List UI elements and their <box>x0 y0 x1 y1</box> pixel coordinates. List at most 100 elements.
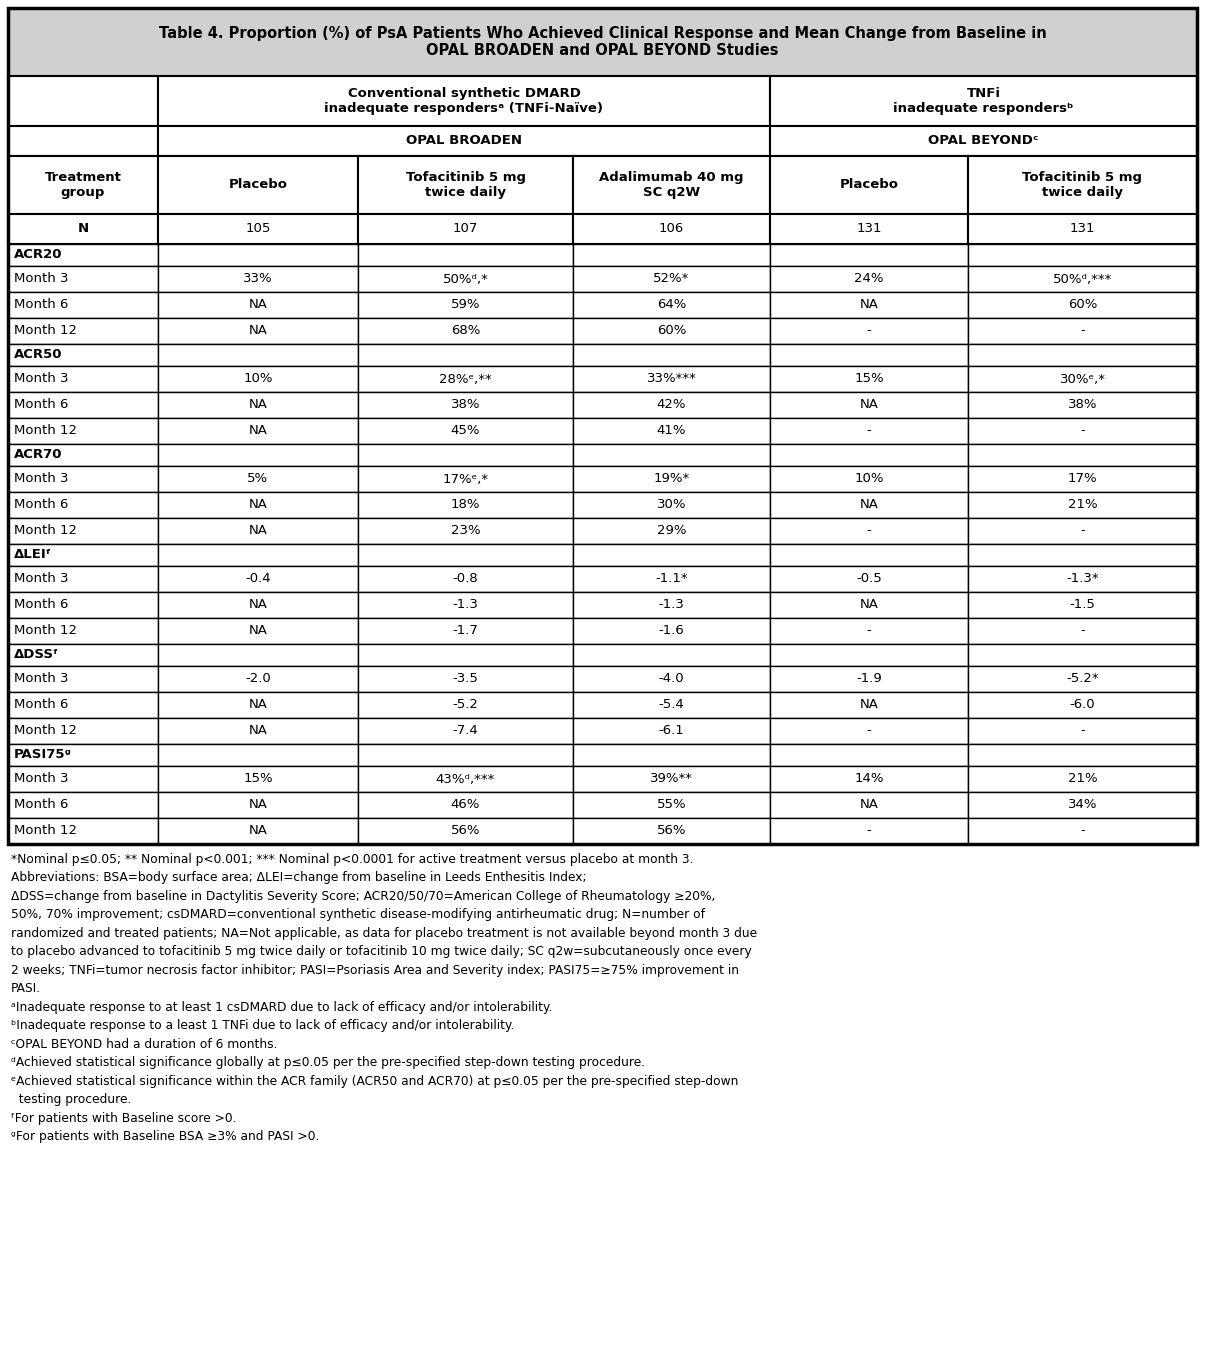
Bar <box>574 718 770 744</box>
Text: 33%***: 33%*** <box>647 373 696 385</box>
Text: -1.1*: -1.1* <box>656 572 688 586</box>
Bar <box>8 766 158 792</box>
Bar <box>158 292 358 318</box>
Bar <box>770 318 968 343</box>
Bar <box>574 392 770 418</box>
Text: NA: NA <box>248 725 268 738</box>
Bar <box>8 318 158 343</box>
Bar <box>8 466 158 492</box>
Bar <box>358 343 574 366</box>
Text: -0.8: -0.8 <box>453 572 478 586</box>
Bar <box>968 318 1197 343</box>
Text: Placebo: Placebo <box>840 179 899 191</box>
Text: 50%, 70% improvement; csDMARD=conventional synthetic disease-modifying antirheum: 50%, 70% improvement; csDMARD=convention… <box>11 908 705 921</box>
Text: Placebo: Placebo <box>229 179 288 191</box>
Text: ΔDSSᶠ: ΔDSSᶠ <box>14 648 59 661</box>
Text: 60%: 60% <box>1068 299 1098 311</box>
Bar <box>8 692 158 718</box>
Bar <box>8 544 158 566</box>
Text: -7.4: -7.4 <box>453 725 478 738</box>
Bar <box>574 418 770 445</box>
Bar <box>968 818 1197 845</box>
Bar <box>358 644 574 665</box>
Text: -: - <box>866 424 871 438</box>
Text: ACR50: ACR50 <box>14 349 63 361</box>
Text: 46%: 46% <box>451 799 480 811</box>
Bar <box>574 818 770 845</box>
Text: NA: NA <box>248 424 268 438</box>
Text: -1.3: -1.3 <box>659 598 684 612</box>
Text: OPAL BROADEN: OPAL BROADEN <box>406 135 522 148</box>
Bar <box>968 366 1197 392</box>
Text: NA: NA <box>859 699 878 711</box>
Bar <box>968 292 1197 318</box>
Text: NA: NA <box>248 498 268 512</box>
Text: ΔLEIᶠ: ΔLEIᶠ <box>14 548 52 562</box>
Bar <box>8 519 158 544</box>
Bar <box>8 492 158 519</box>
Bar <box>358 466 574 492</box>
Text: -4.0: -4.0 <box>659 672 684 686</box>
Bar <box>574 566 770 591</box>
Text: -: - <box>866 824 871 838</box>
Text: Month 12: Month 12 <box>14 325 77 338</box>
Bar <box>358 392 574 418</box>
Bar <box>770 127 1197 156</box>
Bar <box>770 591 968 618</box>
Bar <box>8 644 158 665</box>
Text: ΔDSS=change from baseline in Dactylitis Severity Score; ACR20/50/70=American Col: ΔDSS=change from baseline in Dactylitis … <box>11 890 716 902</box>
Text: -0.5: -0.5 <box>856 572 882 586</box>
Bar <box>574 244 770 265</box>
Text: 43%ᵈ,***: 43%ᵈ,*** <box>436 772 495 785</box>
Text: NA: NA <box>859 498 878 512</box>
Text: Month 6: Month 6 <box>14 299 69 311</box>
Text: ᵈAchieved statistical significance globally at p≤0.05 per the pre-specified step: ᵈAchieved statistical significance globa… <box>11 1056 645 1070</box>
Text: Tofacitinib 5 mg
twice daily: Tofacitinib 5 mg twice daily <box>1023 171 1142 199</box>
Text: NA: NA <box>248 699 268 711</box>
Bar <box>968 244 1197 265</box>
Bar <box>8 75 158 127</box>
Bar <box>574 492 770 519</box>
Text: randomized and treated patients; NA=Not applicable, as data for placebo treatmen: randomized and treated patients; NA=Not … <box>11 927 757 940</box>
Text: 34%: 34% <box>1068 799 1098 811</box>
Bar <box>158 591 358 618</box>
Text: 19%*: 19%* <box>653 473 689 485</box>
Text: 39%**: 39%** <box>649 772 693 785</box>
Text: 106: 106 <box>659 222 684 236</box>
Text: N: N <box>77 222 88 236</box>
Bar <box>158 392 358 418</box>
Text: ᶠFor patients with Baseline score >0.: ᶠFor patients with Baseline score >0. <box>11 1111 236 1125</box>
Bar <box>158 644 358 665</box>
Text: -6.1: -6.1 <box>659 725 684 738</box>
Bar <box>770 665 968 692</box>
Text: 33%: 33% <box>243 272 272 286</box>
Bar <box>574 366 770 392</box>
Bar <box>358 318 574 343</box>
Text: TNFi
inadequate respondersᵇ: TNFi inadequate respondersᵇ <box>893 88 1074 114</box>
Bar <box>158 792 358 818</box>
Text: Tofacitinib 5 mg
twice daily: Tofacitinib 5 mg twice daily <box>406 171 525 199</box>
Text: 2 weeks; TNFi=tumor necrosis factor inhibitor; PASI=Psoriasis Area and Severity : 2 weeks; TNFi=tumor necrosis factor inhi… <box>11 963 739 977</box>
Bar <box>158 492 358 519</box>
Text: -1.6: -1.6 <box>659 625 684 637</box>
Bar <box>158 318 358 343</box>
Bar <box>770 766 968 792</box>
Bar <box>358 366 574 392</box>
Bar <box>358 744 574 766</box>
Bar <box>770 156 968 214</box>
Bar <box>968 618 1197 644</box>
Text: 59%: 59% <box>451 299 481 311</box>
Bar <box>968 343 1197 366</box>
Text: -1.9: -1.9 <box>856 672 882 686</box>
Bar <box>574 618 770 644</box>
Bar <box>770 718 968 744</box>
Text: 131: 131 <box>857 222 882 236</box>
Text: 21%: 21% <box>1068 772 1098 785</box>
Text: 29%: 29% <box>657 524 687 537</box>
Bar <box>158 418 358 445</box>
Bar <box>770 292 968 318</box>
Bar <box>8 265 158 292</box>
Text: -1.3*: -1.3* <box>1066 572 1099 586</box>
Text: 50%ᵈ,***: 50%ᵈ,*** <box>1053 272 1112 286</box>
Bar <box>574 156 770 214</box>
